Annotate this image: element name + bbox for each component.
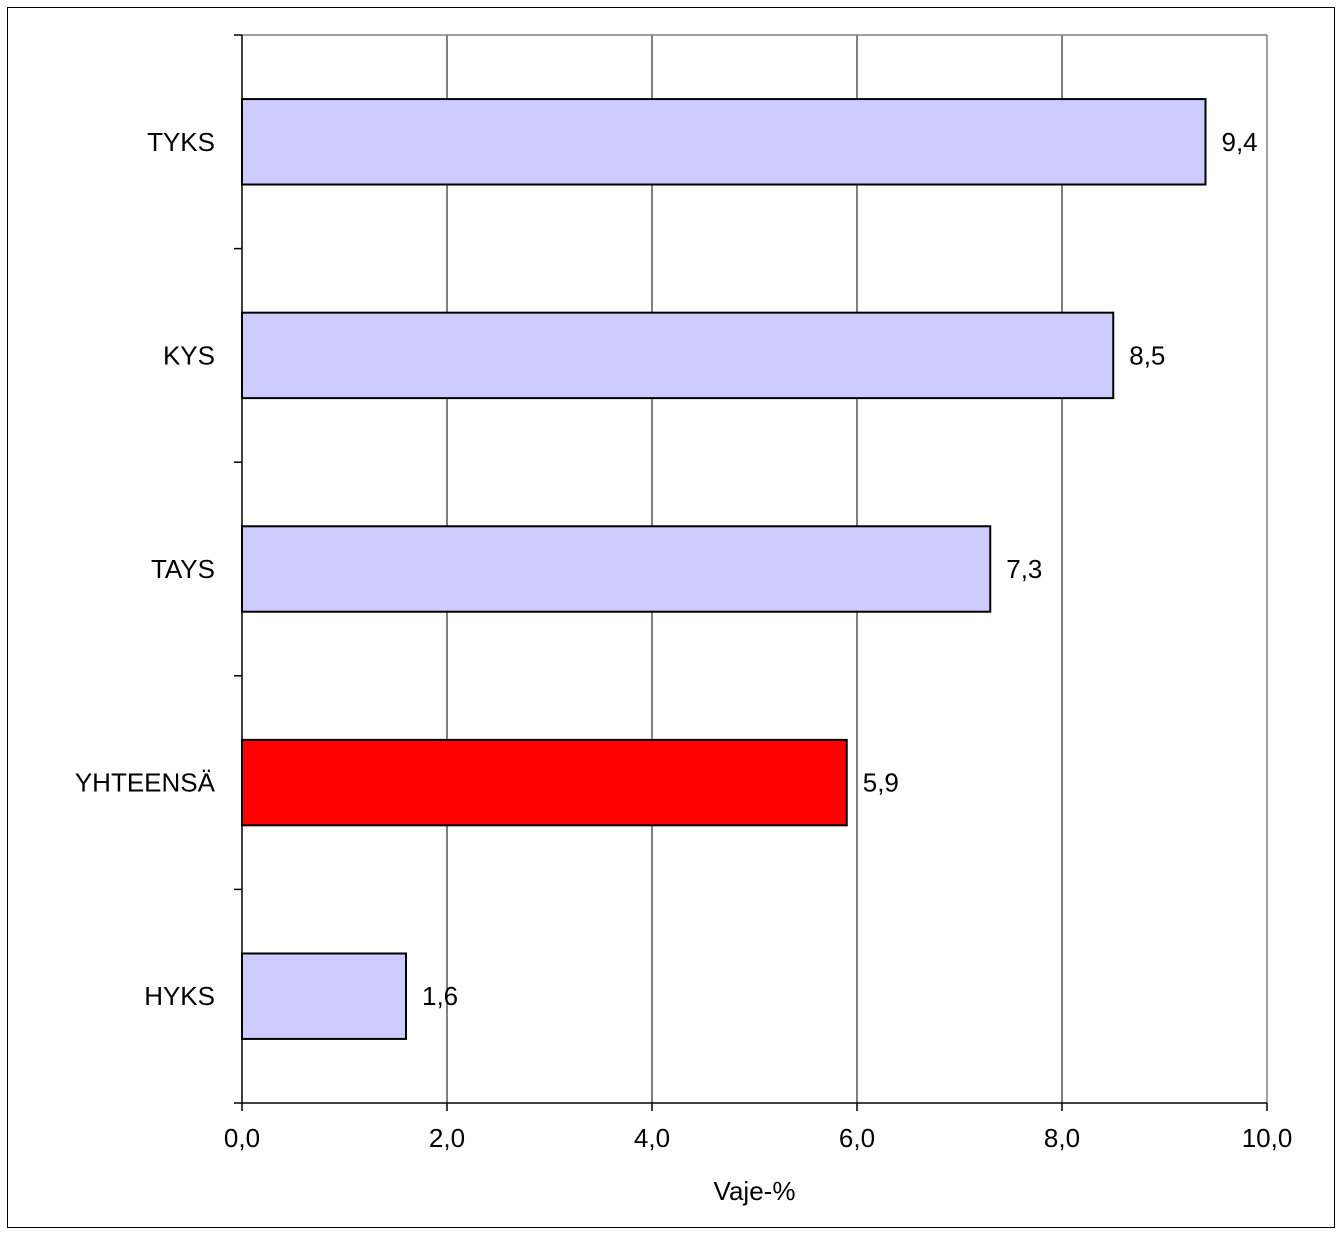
x-tick-label: 10,0 [1242, 1123, 1293, 1153]
data-label: 1,6 [422, 981, 458, 1011]
category-label: HYKS [144, 981, 215, 1011]
category-label: TAYS [151, 554, 215, 584]
data-label: 9,4 [1222, 127, 1258, 157]
x-tick-label: 0,0 [224, 1123, 260, 1153]
bars [241, 98, 1207, 1040]
category-label: KYS [163, 340, 215, 370]
axes [234, 34, 1268, 1111]
data-label: 8,5 [1129, 340, 1165, 370]
bar [241, 311, 1115, 400]
data-label: 7,3 [1006, 554, 1042, 584]
category-label: TYKS [147, 127, 215, 157]
labels: 9,4 TYKS 8,5 KYS 7,3 TAYS 5,9 YHTEENSÄ 1,6 HYKS 0,… [75, 127, 1292, 1153]
x-tick-label: 4,0 [634, 1123, 670, 1153]
category-label: YHTEENSÄ [75, 768, 216, 798]
x-tick-label: 6,0 [839, 1123, 875, 1153]
bar [241, 738, 848, 827]
bar [241, 98, 1207, 186]
x-tick-label: 8,0 [1044, 1123, 1080, 1153]
x-tick-label: 2,0 [429, 1123, 465, 1153]
bar [241, 525, 992, 613]
bar [241, 952, 407, 1040]
x-axis-title: Vaje-% [714, 1176, 796, 1206]
data-label: 5,9 [863, 768, 899, 798]
